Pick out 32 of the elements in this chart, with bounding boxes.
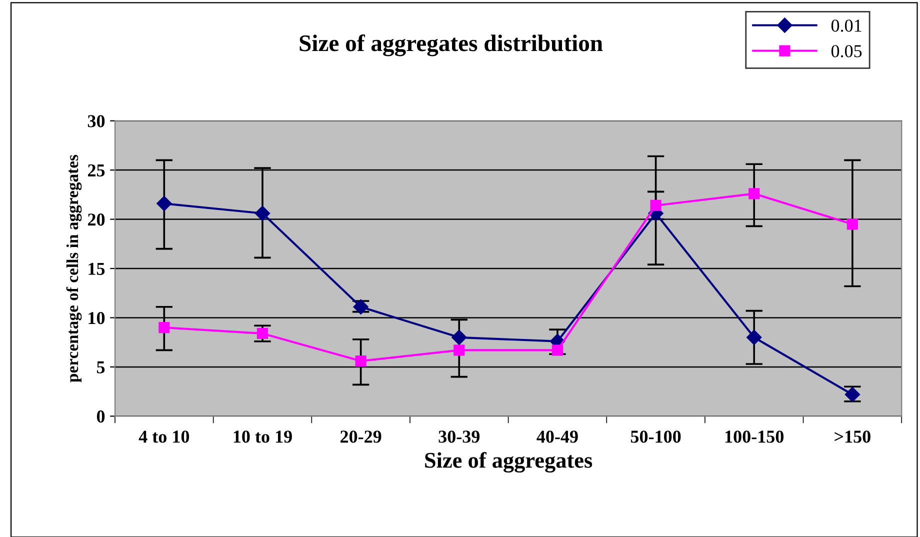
x-tick-label: 4 to 10 (138, 430, 190, 443)
legend-label: 0.05 (831, 45, 862, 58)
point (650, 200, 662, 212)
point (746, 330, 762, 345)
point (256, 328, 268, 340)
point (156, 196, 172, 212)
point (552, 344, 564, 356)
y-tick-label: 10 (88, 312, 105, 324)
point (846, 218, 858, 230)
x-tick-label: 30-39 (438, 430, 480, 443)
legend-label: 0.01 (831, 20, 862, 32)
point (748, 188, 760, 200)
x-tick-label: 20-29 (340, 430, 382, 443)
point (355, 355, 366, 367)
point (158, 322, 170, 334)
point (452, 330, 467, 345)
y-tick-label: 0 (96, 410, 105, 423)
y-tick-label: 20 (88, 214, 105, 226)
y-axis-title: percentage of cells in aggregates (66, 154, 82, 382)
x-tick-label: >150 (834, 430, 870, 443)
x-tick-label: 50-100 (630, 430, 681, 443)
y-tick-label: 5 (96, 361, 105, 374)
point (254, 206, 270, 221)
y-tick-label: 25 (88, 164, 105, 176)
x-tick-label: 40-49 (536, 430, 578, 443)
point (454, 344, 465, 356)
x-axis-title: Size of aggregates (425, 452, 592, 473)
x-tick-label: 100-150 (725, 430, 784, 443)
x-tick-label: 10 to 19 (234, 430, 292, 443)
y-tick-label: 15 (88, 262, 105, 275)
y-tick-label: 30 (88, 115, 105, 128)
chart-title: Size of aggregates distribution (300, 34, 603, 56)
